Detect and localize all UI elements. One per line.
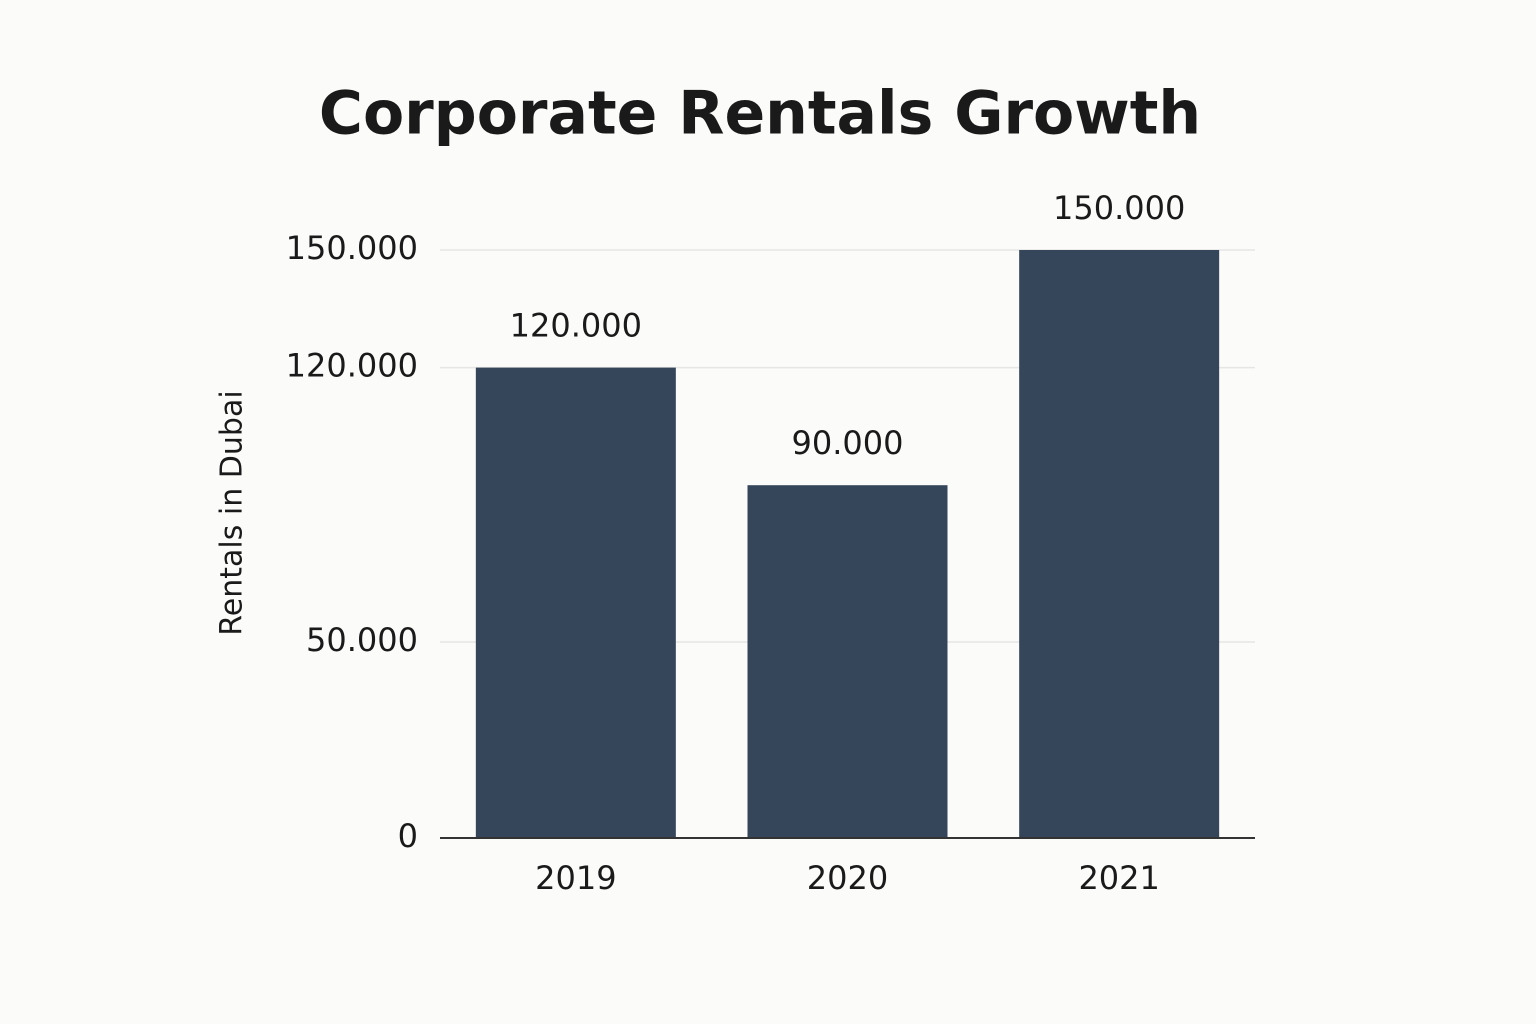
bar — [475, 367, 676, 838]
y-tick-label: 0 — [398, 817, 418, 855]
chart-title: Corporate Rentals Growth — [319, 79, 1201, 149]
y-tick-label: 50.000 — [306, 621, 418, 659]
x-tick-label: 2021 — [1078, 859, 1159, 897]
x-tick-label: 2020 — [807, 859, 888, 897]
bar — [1019, 250, 1220, 838]
value-label: 120.000 — [510, 307, 642, 345]
value-label: 150.000 — [1053, 189, 1185, 227]
y-tick-label: 120.000 — [286, 347, 418, 385]
value-label: 90.000 — [792, 424, 904, 462]
y-axis-label: Rentals in Dubai — [215, 390, 250, 635]
bar — [747, 485, 948, 838]
x-tick-label: 2019 — [535, 859, 616, 897]
y-tick-label: 150.000 — [286, 229, 418, 267]
